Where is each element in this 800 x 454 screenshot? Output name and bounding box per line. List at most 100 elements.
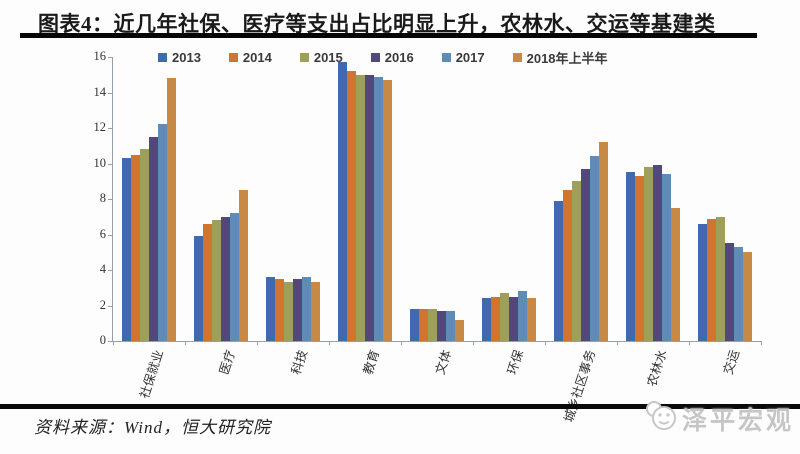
bar-2016	[149, 136, 158, 341]
bar-2013	[554, 200, 563, 341]
brand-text: 泽平宏观	[681, 407, 794, 435]
y-axis-tick	[108, 128, 112, 129]
bar-2014	[707, 218, 716, 341]
bar-group-教育: 教育	[329, 57, 401, 376]
bar-2017	[518, 291, 527, 341]
bar-2018年上半年	[599, 142, 608, 341]
bar-2016	[581, 168, 590, 341]
legend-swatch	[228, 53, 238, 62]
bar-2015	[428, 309, 437, 341]
bar-group-城乡社区事务: 城乡社区事务	[545, 57, 617, 424]
legend-label: 2017	[455, 50, 485, 65]
bar-group-交运: 交运	[689, 57, 761, 376]
y-axis-tick-label: 8	[99, 191, 106, 205]
bar-2013	[194, 236, 203, 341]
y-axis-tick-label: 16	[93, 49, 107, 63]
bar-2018年上半年	[671, 207, 680, 341]
y-axis-tick-label: 4	[99, 262, 106, 276]
legend-label: 2015	[313, 50, 343, 65]
y-axis-tick-label: 2	[99, 297, 106, 312]
bar-2018年上半年	[455, 319, 464, 341]
x-axis-tick	[689, 341, 690, 345]
bar-2017	[302, 277, 311, 341]
legend-item-2016: 2016	[370, 50, 414, 65]
x-axis-tick	[545, 341, 546, 345]
chart-legend: 2013 2014 2015 2016 2017 2018年上半年	[158, 48, 608, 67]
bar-2016	[437, 310, 446, 341]
bar-2016	[293, 278, 302, 341]
bar-2017	[590, 156, 599, 341]
bar-2015	[140, 149, 149, 341]
bar-2014	[563, 190, 572, 341]
x-axis-tick	[401, 341, 402, 345]
bar-2015	[644, 167, 653, 341]
bar-chart-plot-area: 社保就业 医疗 科技 教育 文体 环保 城乡社区事务 农林水 交运	[112, 57, 762, 424]
mascot-icon	[644, 399, 678, 438]
legend-item-2014: 2014	[228, 50, 272, 65]
y-axis-tick-label: 6	[99, 226, 106, 241]
x-axis-label: 社保就业	[137, 348, 167, 401]
x-axis-label: 医疗	[217, 348, 239, 377]
bar-2014	[491, 296, 500, 341]
bar-2015	[716, 216, 725, 341]
bar-2018年上半年	[527, 298, 536, 341]
x-axis-tick	[761, 341, 762, 345]
x-axis-label: 城乡社区事务	[561, 348, 599, 424]
bar-2018年上半年	[239, 190, 248, 341]
x-axis-tick	[257, 341, 258, 345]
bar-2018年上半年	[311, 282, 320, 341]
bar-2016	[653, 165, 662, 341]
bar-group-医疗: 医疗	[185, 57, 257, 376]
x-axis-label: 文体	[433, 348, 455, 377]
y-axis-tick	[108, 234, 112, 236]
y-axis-tick	[108, 92, 112, 94]
x-axis-tick	[113, 341, 114, 345]
bar-2017	[734, 246, 743, 341]
bar-group-科技: 科技	[257, 57, 329, 376]
legend-swatch	[299, 53, 309, 62]
bar-2014	[635, 175, 644, 341]
legend-swatch	[370, 53, 380, 62]
bar-2014	[419, 309, 428, 341]
bar-2018年上半年	[383, 80, 392, 341]
y-axis-tick-label: 10	[93, 155, 107, 170]
bar-2015	[500, 293, 509, 341]
y-axis-tick	[108, 270, 112, 271]
legend-label: 2018年上半年	[526, 51, 608, 66]
bar-2018年上半年	[167, 78, 176, 341]
bar-2018年上半年	[743, 252, 752, 341]
bar-2017	[662, 174, 671, 341]
bar-2016	[509, 296, 518, 341]
bar-2013	[266, 277, 275, 341]
footer-divider	[0, 404, 800, 409]
bar-2014	[275, 278, 284, 341]
x-axis-label: 交运	[721, 348, 743, 377]
y-axis-tick-label: 12	[93, 120, 107, 134]
page-title: 图表4：近几年社保、医疗等支出占比明显上升，农林水、交运等基建类	[38, 12, 716, 36]
legend-label: 2013	[172, 50, 201, 65]
x-axis-label: 农林水	[645, 348, 671, 389]
legend-item-2015: 2015	[299, 50, 343, 65]
bar-2017	[446, 310, 455, 341]
y-axis-tick	[108, 199, 112, 200]
bar-2017	[158, 124, 167, 341]
legend-swatch	[512, 53, 522, 62]
y-axis-tick	[108, 305, 112, 307]
bar-2017	[230, 213, 239, 341]
bar-2015	[284, 282, 293, 341]
bar-2015	[212, 220, 221, 341]
legend-label: 2014	[242, 50, 272, 65]
x-axis-tick	[473, 341, 474, 345]
x-axis-tick	[185, 341, 186, 345]
x-axis-tick	[617, 341, 618, 345]
bar-2013	[482, 298, 491, 341]
bar-group-文体: 文体	[401, 57, 473, 376]
legend-swatch	[441, 53, 451, 62]
x-axis-label: 环保	[505, 348, 527, 377]
bar-group-社保就业: 社保就业	[113, 57, 185, 400]
bar-2013	[626, 172, 635, 341]
bar-2014	[203, 223, 212, 341]
bar-2014	[131, 154, 140, 341]
title-underline	[20, 33, 757, 38]
y-axis-tick-label: 14	[93, 84, 107, 99]
